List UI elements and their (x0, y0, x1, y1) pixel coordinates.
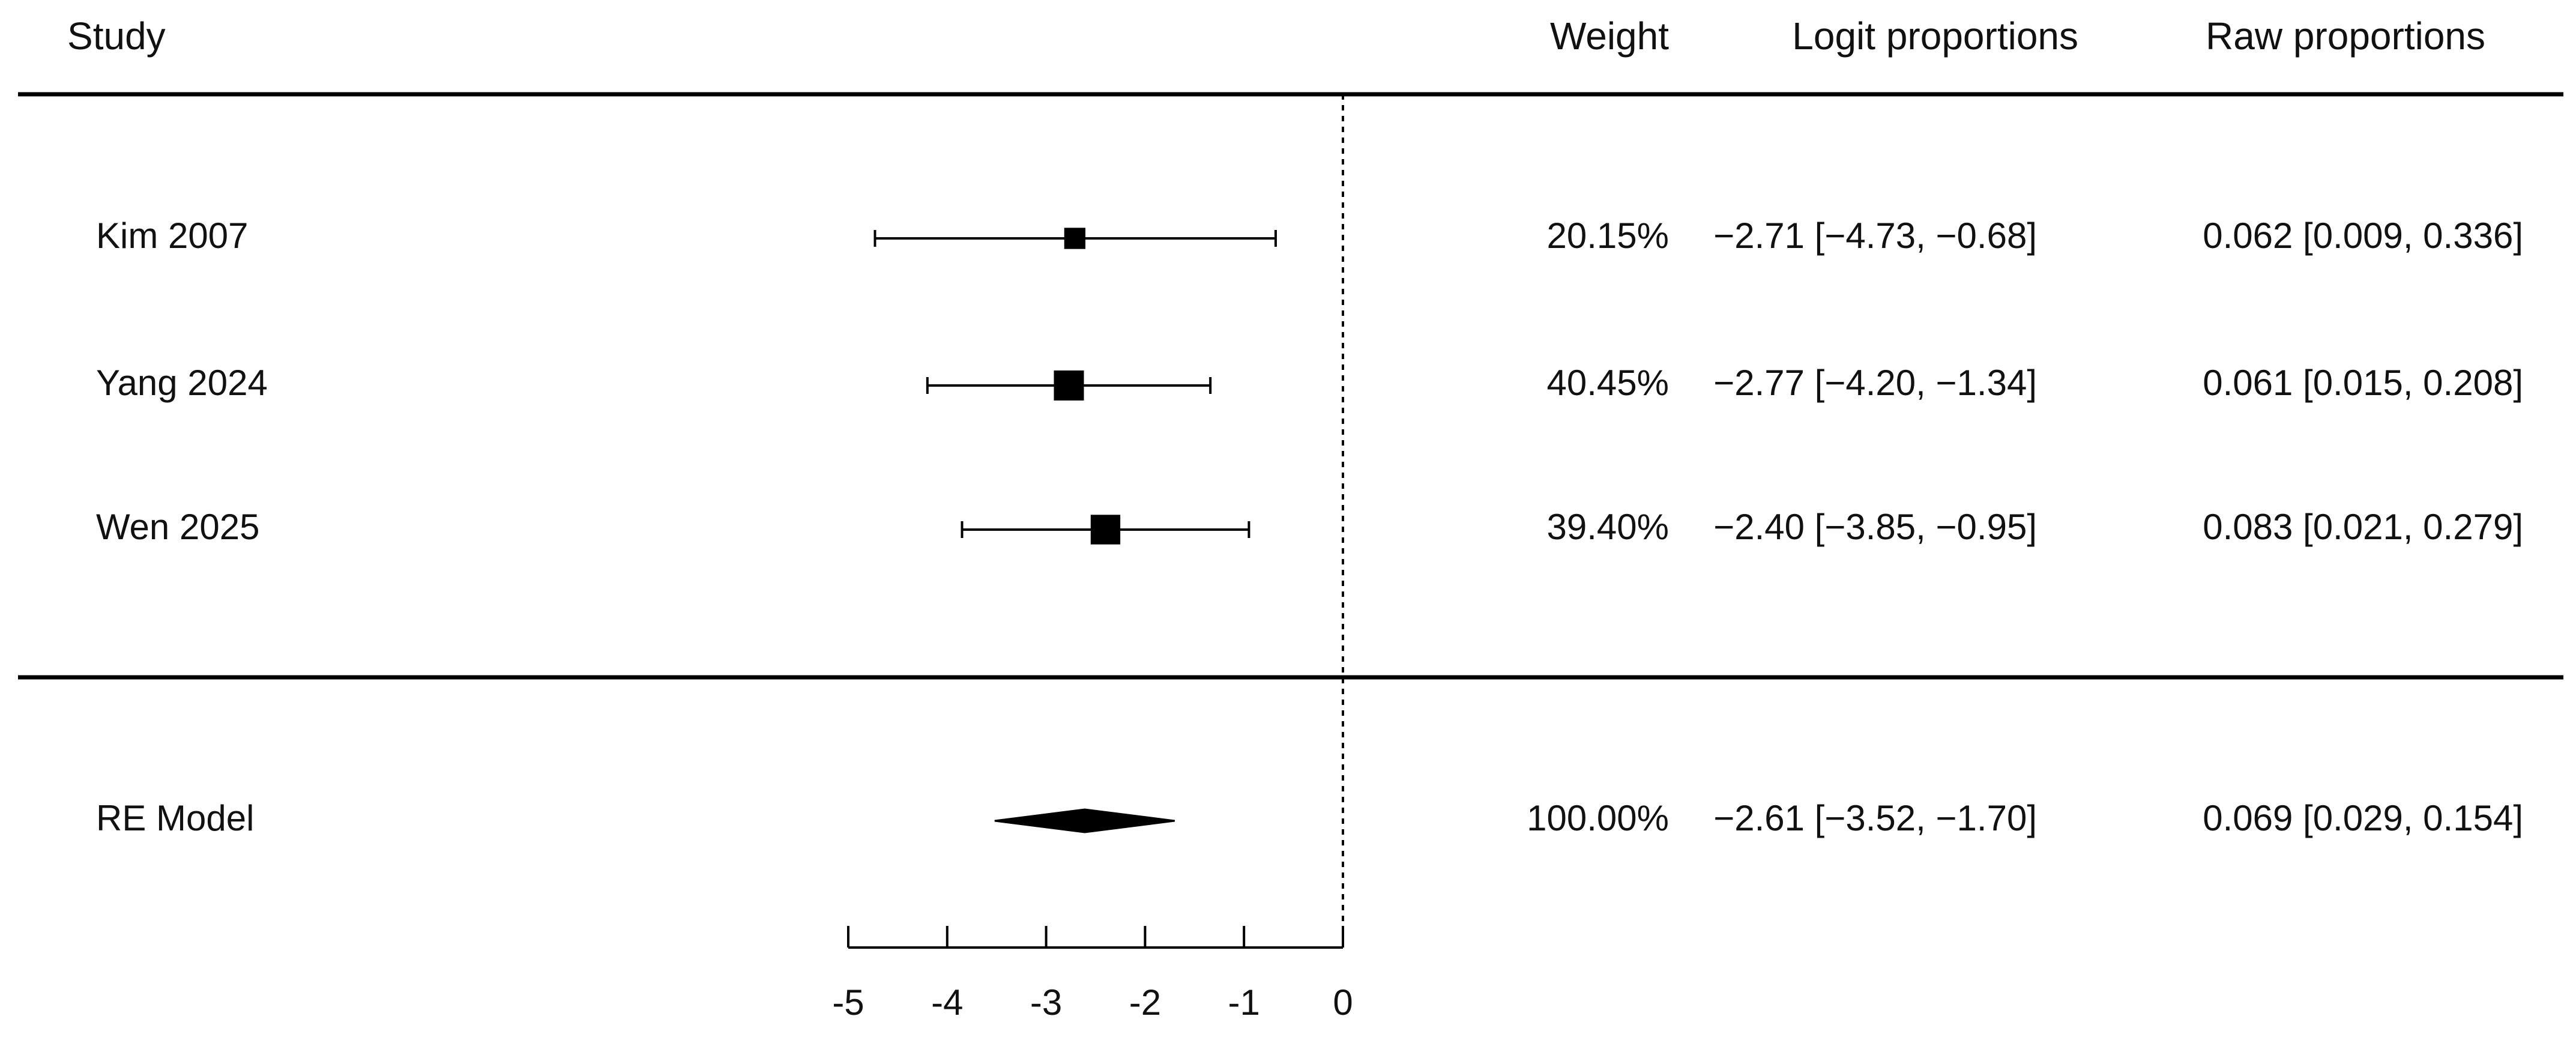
study-row: Wen 2025 39.40% −2.40 [−3.85, −0.95] 0.083 … (96, 507, 2523, 547)
header-raw: Raw proportions (2206, 14, 2485, 58)
point-estimate-square (1090, 515, 1121, 545)
summary-raw: 0.069 [0.029, 0.154] (2203, 798, 2523, 838)
study-label: Wen 2025 (96, 507, 259, 547)
x-tick-label: 0 (1333, 982, 1353, 1023)
study-row: Kim 2007 20.15% −2.71 [−4.73, −0.68] 0.062 … (96, 216, 2523, 256)
weight-value: 40.45% (1547, 363, 1670, 403)
weight-value: 20.15% (1547, 216, 1670, 256)
study-row: Yang 2024 40.45% −2.77 [−4.20, −1.34] 0.061… (96, 363, 2523, 403)
x-tick-label: -4 (931, 982, 963, 1023)
logit-value: −2.40 [−3.85, −0.95] (1713, 507, 2037, 547)
raw-value: 0.061 [0.015, 0.208] (2203, 363, 2523, 403)
header-logit: Logit proportions (1792, 14, 2078, 58)
summary-diamond (994, 808, 1175, 833)
header-weight: Weight (1550, 14, 1669, 58)
logit-value: −2.77 [−4.20, −1.34] (1713, 363, 2037, 403)
summary-weight: 100.00% (1527, 798, 1669, 838)
study-label: Yang 2024 (96, 363, 268, 403)
point-estimate-square (1054, 370, 1084, 401)
header-study: Study (67, 14, 166, 58)
weight-value: 39.40% (1547, 507, 1670, 547)
raw-value: 0.083 [0.021, 0.279] (2203, 507, 2523, 547)
x-tick-label: -1 (1228, 982, 1260, 1023)
point-estimate-square (1064, 228, 1086, 249)
x-axis: -5 -4 -3 -2 -1 0 (832, 926, 1353, 1023)
logit-value: −2.71 [−4.73, −0.68] (1713, 216, 2037, 256)
study-label: Kim 2007 (96, 216, 248, 256)
raw-value: 0.062 [0.009, 0.336] (2203, 216, 2523, 256)
summary-row: RE Model 100.00% −2.61 [−3.52, −1.70] 0.069… (96, 798, 2523, 838)
x-tick-label: -2 (1129, 982, 1161, 1023)
x-tick-label: -3 (1030, 982, 1062, 1023)
summary-label: RE Model (96, 798, 254, 838)
summary-logit: −2.61 [−3.52, −1.70] (1713, 798, 2037, 838)
x-tick-label: -5 (832, 982, 864, 1023)
